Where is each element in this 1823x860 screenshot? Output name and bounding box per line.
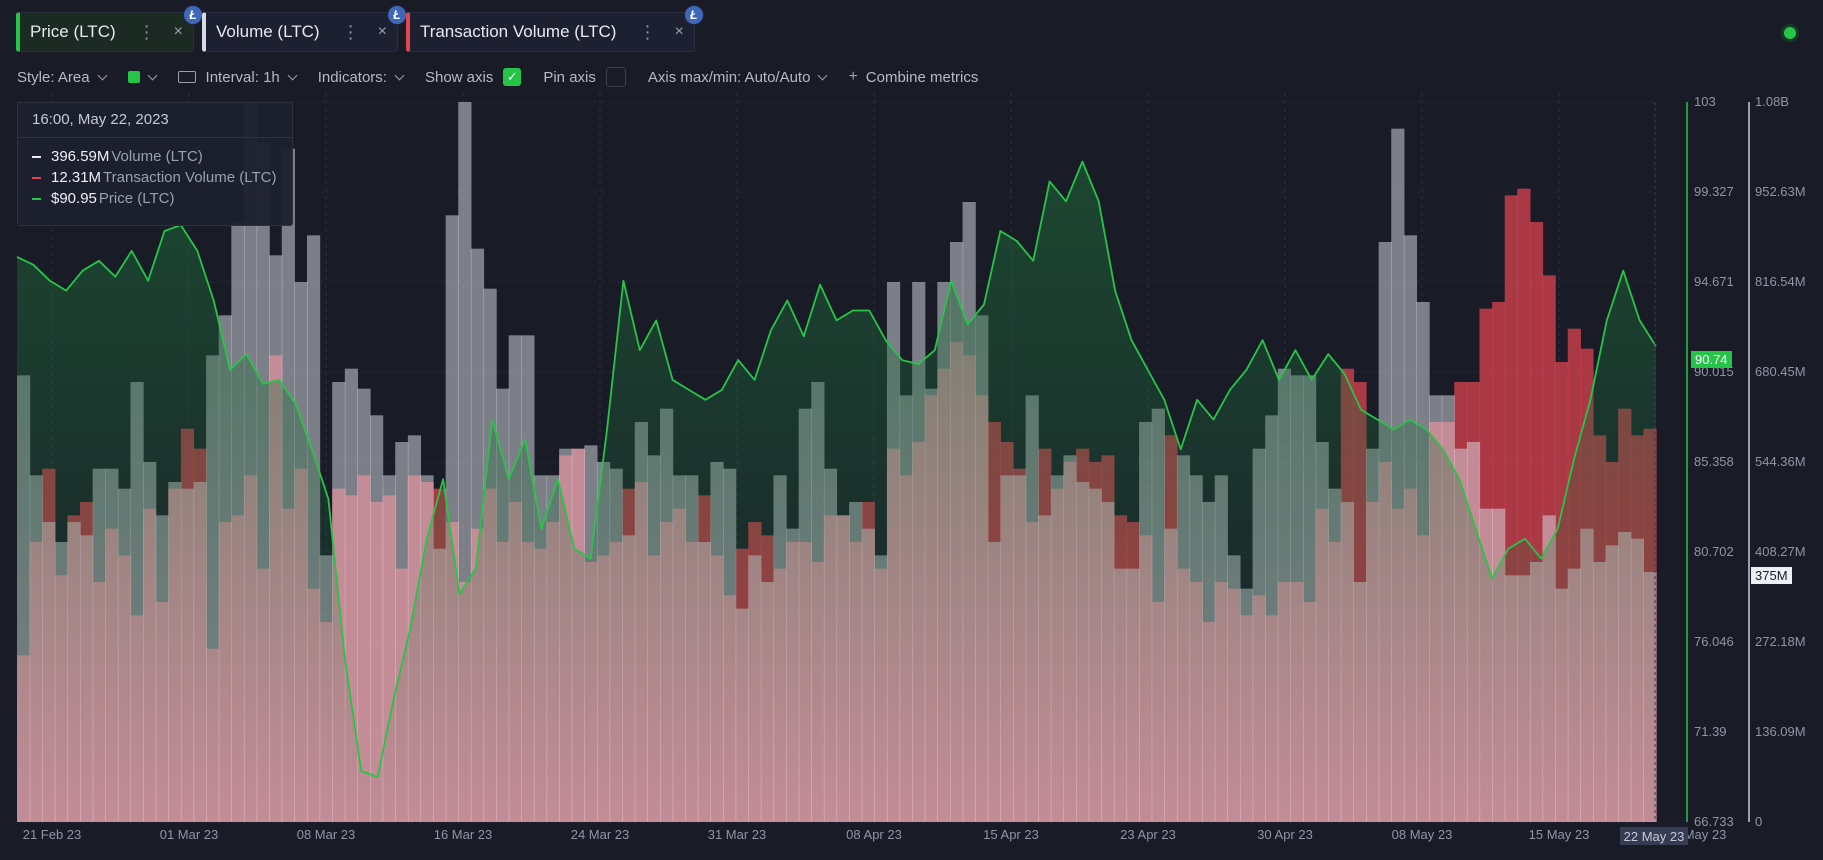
tooltip-value: $90.95 (51, 190, 97, 207)
x-tick-label: 01 Mar 23 (160, 827, 219, 842)
color-swatch (127, 71, 140, 83)
volume-current-badge: 375M (1751, 567, 1792, 584)
interval-dropdown[interactable]: Interval: 1h (177, 68, 298, 86)
pin-axis-toggle[interactable]: Pin axis (543, 67, 626, 87)
x-tick-label: 08 Apr 23 (846, 827, 902, 842)
style-dropdown[interactable]: Style: Area (17, 68, 107, 86)
volume-axis-tick-label: 1.08B (1755, 94, 1789, 109)
tooltip-metric: Price (LTC) (98, 190, 175, 207)
tab-label: Volume (LTC) (215, 22, 320, 41)
price-axis-tick-label: 66.733 (1694, 814, 1734, 829)
combine-metrics-button[interactable]: + Combine metrics (848, 68, 978, 86)
tooltip-metric: Volume (LTC) (111, 148, 203, 165)
axis-minmax-dropdown[interactable]: Axis max/min: Auto/Auto (647, 68, 828, 86)
volume-axis-tick-label: 408.27M (1755, 544, 1806, 559)
x-tick-label: 23 Apr 23 (1120, 827, 1176, 842)
price-area (17, 161, 1656, 823)
volume-bar (357, 388, 371, 822)
price-axis-tick-label: 94.671 (1694, 274, 1734, 289)
ruler-icon (177, 71, 196, 83)
price-axis-tick-label: 99.327 (1694, 184, 1734, 199)
x-tick-label: 31 Mar 23 (708, 827, 767, 842)
hover-tooltip: 16:00, May 22, 2023 396.59M Volume (LTC)… (17, 102, 293, 226)
current-date-label: 22 May 23 (1624, 829, 1685, 844)
combine-label: Combine metrics (865, 68, 979, 86)
tooltip-metric: Transaction Volume (LTC) (103, 169, 277, 186)
interval-label: Interval: 1h (205, 68, 280, 86)
tooltip-value: 12.31M (51, 169, 102, 186)
indicators-dropdown[interactable]: Indicators: (317, 68, 405, 86)
axes: 21 Feb 23 01 Mar 23 08 Mar 23 16 Mar 23 24 M… (23, 94, 1806, 845)
x-tick-label: 16 Mar 23 (434, 827, 493, 842)
axis-minmax-label: Axis max/min: Auto/Auto (647, 68, 811, 86)
show-axis-toggle[interactable]: Show axis ✓ (424, 68, 522, 86)
show-axis-label: Show axis (424, 68, 494, 86)
indicators-label: Indicators: (317, 68, 387, 86)
volume-axis-tick-label: 680.45M (1755, 364, 1806, 379)
volume-axis-tick-label: 952.63M (1755, 184, 1806, 199)
volume-axis-tick-label: 0 (1755, 814, 1762, 829)
volume-bar (370, 415, 384, 822)
price-axis-tick-label: 85.358 (1694, 454, 1734, 469)
tooltip-row-volume: 396.59M Volume (LTC) (18, 146, 292, 167)
volume-axis-tick-label: 544.36M (1755, 454, 1806, 469)
more-options-icon[interactable]: ⋮ (137, 21, 156, 42)
price-axis-tick-label: 103 (1694, 94, 1716, 109)
current-date-box (1620, 827, 1688, 845)
x-tick-label: 24 Mar 23 (571, 827, 630, 842)
show-axis-checkbox[interactable]: ✓ (503, 68, 522, 86)
tab-label: Transaction Volume (LTC) (419, 22, 617, 41)
price-current-badge: 90.74 (1691, 351, 1732, 368)
x-tick-label: 30 Apr 23 (1257, 827, 1313, 842)
plus-icon: + (848, 68, 858, 85)
pin-axis-checkbox[interactable] (605, 67, 626, 87)
close-icon[interactable]: × (674, 23, 684, 40)
tab-label: Price (LTC) (30, 22, 116, 41)
more-options-icon[interactable]: ⋮ (341, 21, 360, 42)
x-tick-label: 08 May 23 (1392, 827, 1453, 842)
chart-toolbar: Style: Area Interval: 1h Indicators: Sho… (17, 66, 1000, 88)
tooltip-row-transaction-volume: 12.31M Transaction Volume (LTC) (18, 167, 292, 188)
color-picker[interactable] (127, 70, 157, 83)
litecoin-icon: Ł (683, 5, 704, 25)
tooltip-date: 16:00, May 22, 2023 (18, 103, 292, 138)
legend-marker (32, 197, 41, 200)
price-series (16, 160, 1657, 823)
volume-axis-tick-label: 272.18M (1755, 634, 1806, 649)
x-tick-label: 15 Apr 23 (983, 827, 1039, 842)
price-axis-tick-label: 76.046 (1694, 634, 1734, 649)
close-icon[interactable]: × (377, 23, 387, 40)
x-tick-label: 08 Mar 23 (297, 827, 356, 842)
tooltip-row-price: $90.95 Price (LTC) (18, 188, 292, 209)
tab-price-ltc[interactable]: Price (LTC) ⋮ × Ł (16, 5, 203, 52)
tab-volume-ltc[interactable]: Volume (LTC) ⋮ × Ł (201, 5, 407, 52)
pin-axis-label: Pin axis (543, 68, 596, 86)
price-line (16, 160, 1657, 778)
style-label: Style: Area (17, 68, 90, 86)
more-options-icon[interactable]: ⋮ (638, 21, 657, 42)
legend-marker (32, 176, 41, 179)
price-axis-tick-label: 80.702 (1694, 544, 1734, 559)
close-icon[interactable]: × (173, 23, 183, 40)
legend-marker (32, 155, 41, 158)
x-tick-label: 15 May 23 (1529, 827, 1590, 842)
live-status-indicator (1784, 27, 1796, 39)
volume-axis-tick-label: 816.54M (1755, 274, 1806, 289)
x-tick-label: 21 Feb 23 (23, 827, 82, 842)
price-axis-tick-label: 71.39 (1694, 724, 1727, 739)
tooltip-value: 396.59M (51, 148, 110, 165)
volume-axis-tick-label: 136.09M (1755, 724, 1806, 739)
tab-transaction-volume-ltc[interactable]: Transaction Volume (LTC) ⋮ × Ł (405, 5, 704, 52)
metric-tabs: Price (LTC) ⋮ × Ł Volume (LTC) ⋮ × Ł Tra… (16, 5, 704, 52)
